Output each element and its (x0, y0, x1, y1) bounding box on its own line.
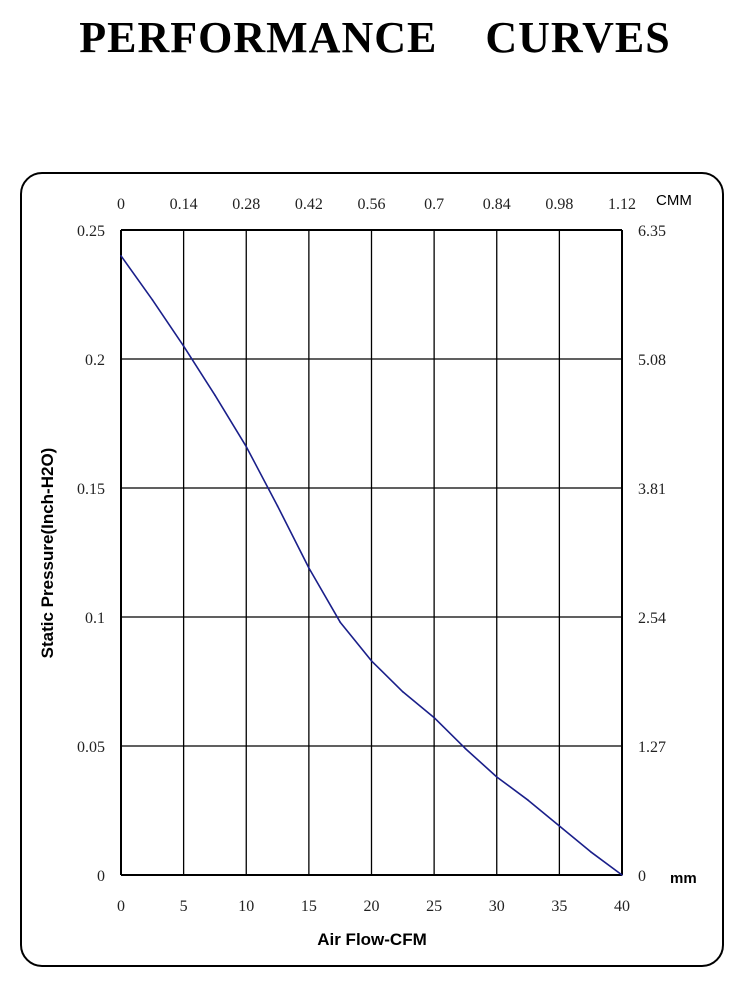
y-tick-label: 0.15 (77, 481, 105, 498)
y-tick-label: 0.25 (77, 223, 105, 240)
y-tick-label: 0.2 (85, 352, 105, 369)
data-point (558, 825, 561, 827)
top-tick-label: 0.56 (358, 196, 386, 213)
chart-ticks: 0050.14100.28150.42200.56250.7300.84350.… (77, 196, 666, 915)
data-point (245, 445, 248, 448)
x-axis-label: Air Flow-CFM (317, 930, 427, 949)
data-point (370, 660, 373, 662)
data-point (214, 394, 216, 396)
data-point (495, 776, 498, 778)
top-tick-label: 0 (117, 196, 125, 213)
right-tick-label: 0 (638, 868, 646, 885)
top-tick-label: 0.42 (295, 196, 323, 213)
top-tick-label: 0.98 (545, 196, 573, 213)
data-point (402, 691, 404, 693)
top-tick-label: 1.12 (608, 196, 636, 213)
data-point (276, 505, 279, 507)
right-tick-label: 2.54 (638, 610, 666, 627)
data-point (433, 716, 435, 719)
x-tick-label: 5 (180, 898, 188, 915)
x-tick-label: 10 (238, 898, 254, 915)
data-point (464, 747, 467, 750)
chart-series (120, 255, 623, 876)
data-point (527, 799, 529, 801)
y-tick-label: 0 (97, 868, 105, 885)
y-tick-label: 0.1 (85, 610, 105, 627)
y-tick-label: 0.05 (77, 739, 105, 756)
right-tick-label: 3.81 (638, 481, 666, 498)
page-title: PERFORMANCE CURVES (79, 13, 671, 62)
data-point (308, 567, 310, 569)
chart-frame (20, 172, 724, 967)
top-tick-label: 0.7 (424, 196, 444, 213)
top-tick-label: 0.28 (232, 196, 260, 213)
data-point (621, 874, 623, 876)
data-point (339, 621, 341, 623)
data-point (120, 255, 122, 257)
x-tick-label: 15 (301, 898, 317, 915)
top-tick-label: 0.84 (483, 196, 511, 213)
data-point (589, 850, 592, 853)
chart-grid (120, 229, 623, 876)
x-tick-label: 35 (551, 898, 567, 915)
right-tick-label: 1.27 (638, 739, 666, 756)
x-tick-label: 40 (614, 898, 630, 915)
x-tick-label: 30 (489, 898, 505, 915)
right-tick-label: 5.08 (638, 352, 666, 369)
data-point (151, 298, 154, 301)
y-axis-label: Static Pressure(Inch-H2O) (38, 448, 57, 659)
right-tick-label: 6.35 (638, 223, 666, 240)
top-tick-label: 0.14 (170, 196, 198, 213)
right-axis-unit: mm (670, 870, 697, 887)
top-axis-unit: CMM (656, 192, 692, 209)
data-point (182, 345, 185, 347)
x-tick-label: 25 (426, 898, 442, 915)
x-tick-label: 0 (117, 898, 125, 915)
x-tick-label: 20 (364, 898, 380, 915)
